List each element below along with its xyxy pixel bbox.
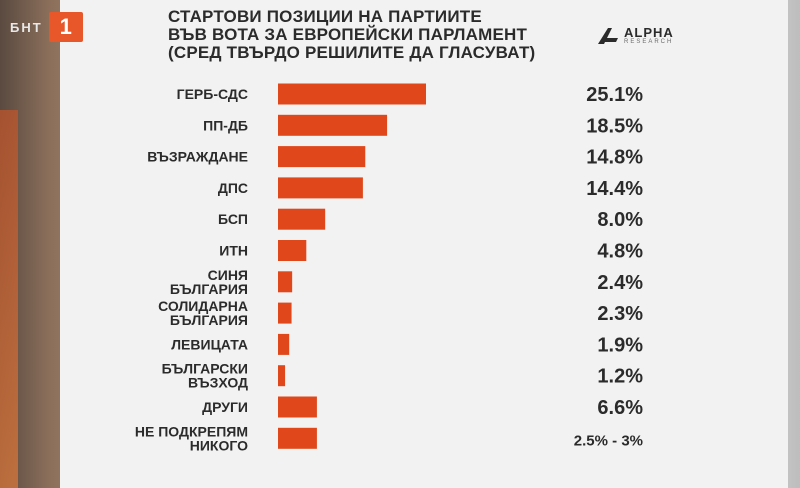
value-label-9: 1.2% <box>597 366 643 388</box>
category-label-7: СОЛИДАРНА БЪЛГАРИЯ <box>158 298 248 328</box>
category-label-6: СИНЯ БЪЛГАРИЯ <box>170 267 248 297</box>
category-label-0: ГЕРБ-СДС <box>177 86 248 102</box>
source-sub: RESEARCH <box>624 39 674 45</box>
source-logo: ALPHA RESEARCH <box>596 26 674 46</box>
channel-number: 1 <box>48 12 83 42</box>
background-stripe <box>0 110 18 488</box>
category-label-10: ДРУГИ <box>202 399 248 415</box>
category-label-1: ПП-ДБ <box>203 117 248 133</box>
value-label-7: 2.3% <box>597 303 643 325</box>
bar-7 <box>278 302 292 324</box>
value-label-5: 4.8% <box>597 241 643 263</box>
chart-title: СТАРТОВИ ПОЗИЦИИ НА ПАРТИИТЕ ВЪВ ВОТА ЗА… <box>168 8 588 62</box>
category-label-8: ЛЕВИЦАТА <box>171 336 248 352</box>
alpha-research-icon <box>598 28 618 44</box>
bar-10 <box>278 396 317 418</box>
bar-2 <box>278 146 366 168</box>
title-line-2: ВЪВ ВОТА ЗА ЕВРОПЕЙСКИ ПАРЛАМЕНТ <box>168 25 528 44</box>
bar-4 <box>278 208 326 230</box>
chart-panel <box>60 0 788 488</box>
source-name: ALPHA <box>624 25 674 40</box>
channel-name: БНТ <box>10 19 43 35</box>
bar-11 <box>278 427 317 449</box>
value-label-6: 2.4% <box>597 272 643 294</box>
bar-1 <box>278 114 388 136</box>
category-label-9: БЪЛГАРСКИ ВЪЗХОД <box>162 361 248 391</box>
value-label-3: 14.4% <box>586 178 643 200</box>
category-label-5: ИТН <box>219 243 248 259</box>
value-label-8: 1.9% <box>597 334 643 356</box>
value-label-2: 14.8% <box>586 147 643 169</box>
channel-logo: БНТ 1 <box>10 12 83 42</box>
category-label-2: ВЪЗРАЖДАНЕ <box>147 149 248 165</box>
title-line-3: (СРЕД ТВЪРДО РЕШИЛИТЕ ДА ГЛАСУВАТ) <box>168 43 536 62</box>
bar-9 <box>278 365 286 387</box>
value-label-10: 6.6% <box>597 397 643 419</box>
value-label-11: 2.5% - 3% <box>574 432 643 449</box>
bar-0 <box>278 83 426 105</box>
bar-5 <box>278 240 307 261</box>
bar-6 <box>278 271 293 293</box>
bar-3 <box>278 177 363 199</box>
category-label-11: НЕ ПОДКРЕПЯМ НИКОГО <box>135 423 248 453</box>
value-label-1: 18.5% <box>586 115 643 137</box>
title-line-1: СТАРТОВИ ПОЗИЦИИ НА ПАРТИИТЕ <box>168 7 482 26</box>
value-label-4: 8.0% <box>597 209 643 231</box>
category-label-4: БСП <box>218 211 248 227</box>
category-label-3: ДПС <box>218 180 248 196</box>
bar-8 <box>278 333 290 355</box>
value-label-0: 25.1% <box>586 84 643 106</box>
